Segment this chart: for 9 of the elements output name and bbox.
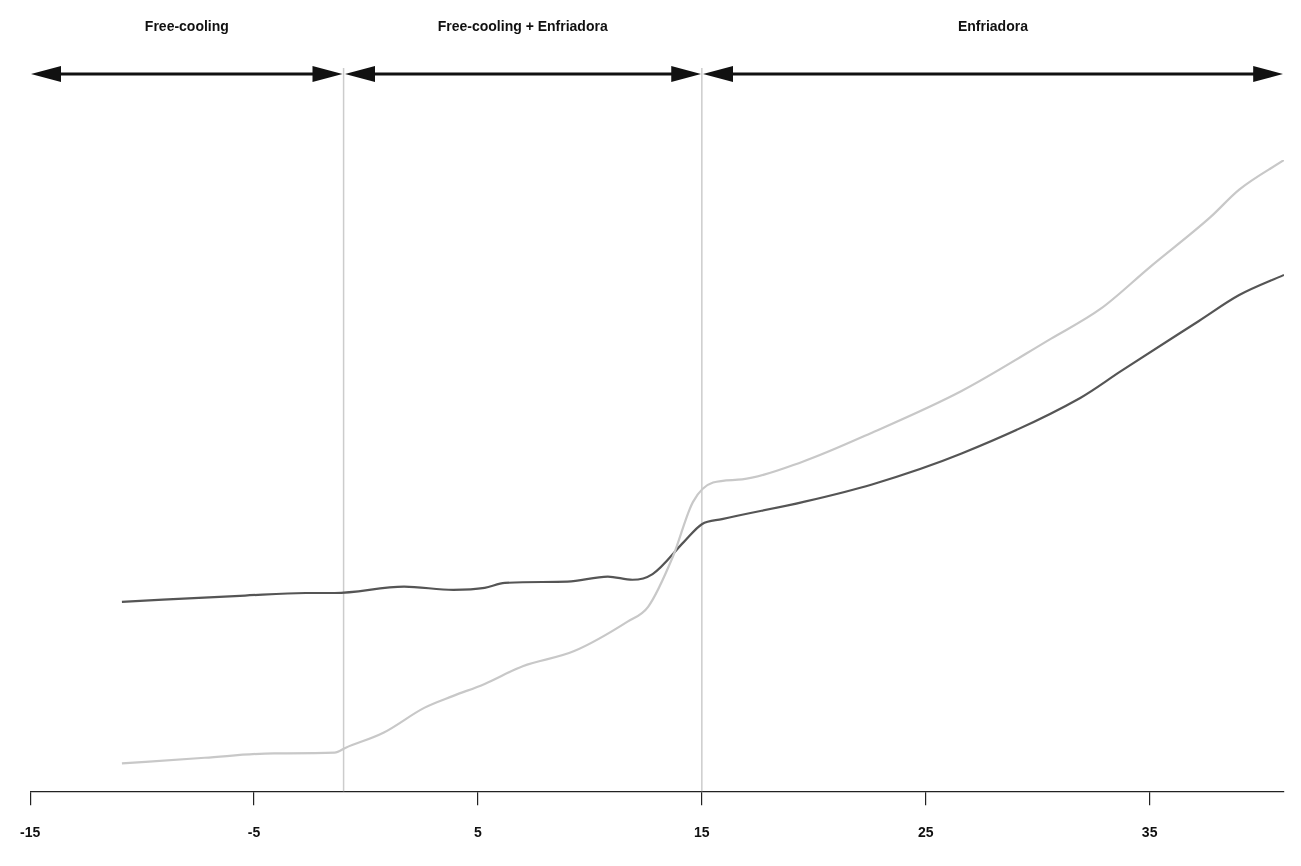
x-tick-label: 15 bbox=[694, 824, 710, 841]
text: Enfriadora bbox=[957, 17, 1029, 34]
text: Free-cooling bbox=[144, 17, 229, 34]
x-tick-label: -5 bbox=[247, 824, 261, 841]
text: Free-cooling + Enfriadora bbox=[437, 17, 608, 34]
x-tick-label: 5 bbox=[474, 824, 483, 841]
x-tick-label: -15 bbox=[20, 824, 41, 841]
x-tick-label: 25 bbox=[917, 824, 934, 841]
x-tick-label: 35 bbox=[1141, 824, 1158, 841]
